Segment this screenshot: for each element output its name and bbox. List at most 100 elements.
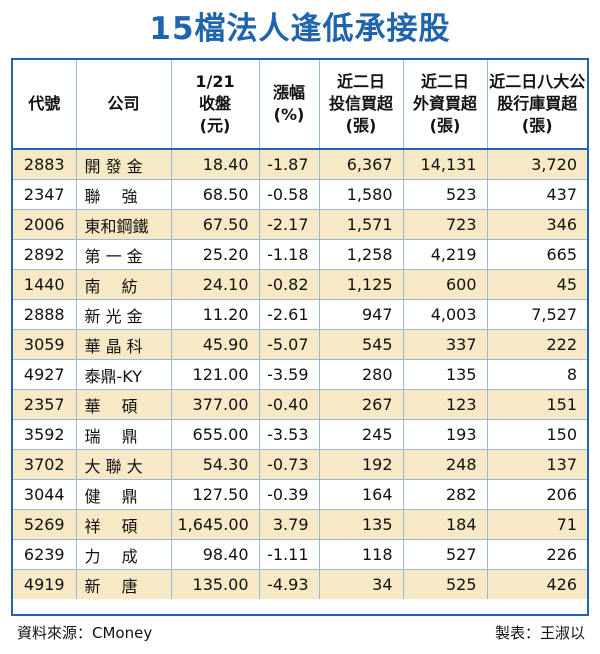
trust-buy: 1,571 [319, 209, 404, 240]
maker-note: 製表：王淑以 [494, 624, 585, 642]
foreign-buy: 525 [403, 569, 488, 599]
change-pct: -0.82 [259, 269, 320, 300]
bank-buy: 426 [487, 569, 587, 599]
footer: 資料來源：CMoney 製表：王淑以 [13, 620, 587, 646]
table-row: 3592 瑞 鼎 655.00 -3.53 245 193 150 [13, 419, 587, 450]
foreign-buy: 523 [403, 179, 488, 210]
bank-buy: 151 [487, 389, 587, 420]
trust-buy: 1,258 [319, 239, 404, 270]
col-header-line: 收盤 [198, 94, 231, 113]
col-header-line: 漲幅 [272, 83, 305, 102]
company-name: 華 碩 [76, 389, 172, 420]
trust-buy: 1,125 [319, 269, 404, 300]
col-header-change: 漲幅 (%) [259, 60, 320, 150]
close-price: 45.90 [171, 329, 260, 360]
col-header-bank-buy: 近二日八大公 股行庫買超 (張) [487, 60, 587, 150]
trust-buy: 280 [319, 359, 404, 390]
change-pct: -1.87 [259, 149, 320, 180]
trust-buy: 6,367 [319, 149, 404, 180]
col-header-line: (張) [521, 116, 553, 135]
trust-buy: 545 [319, 329, 404, 360]
col-header-line: 投信買超 [328, 94, 393, 113]
bank-buy: 226 [487, 539, 587, 570]
foreign-buy: 282 [403, 479, 488, 510]
stock-code: 5269 [13, 509, 77, 540]
col-header-line: 代號 [28, 94, 61, 113]
trust-buy: 34 [319, 569, 404, 599]
change-pct: -1.11 [259, 539, 320, 570]
close-price: 377.00 [171, 389, 260, 420]
company-name: 新 光 金 [76, 299, 172, 330]
stock-code: 3044 [13, 479, 77, 510]
close-price: 54.30 [171, 449, 260, 480]
change-pct: -0.73 [259, 449, 320, 480]
stock-code: 2888 [13, 299, 77, 330]
foreign-buy: 135 [403, 359, 488, 390]
trust-buy: 192 [319, 449, 404, 480]
trust-buy: 164 [319, 479, 404, 510]
foreign-buy: 527 [403, 539, 488, 570]
stock-code: 2357 [13, 389, 77, 420]
close-price: 1,645.00 [171, 509, 260, 540]
table-body: 2883 開 發 金 18.40 -1.87 6,367 14,131 3,720 2347 聯… [13, 149, 587, 599]
table-row: 2888 新 光 金 11.20 -2.61 947 4,003 7,527 [13, 299, 587, 330]
company-name: 東和鋼鐵 [76, 209, 172, 240]
trust-buy: 1,580 [319, 179, 404, 210]
col-header-line: 近二日 [336, 72, 385, 91]
trust-buy: 245 [319, 419, 404, 450]
col-header-line: 近二日 [420, 72, 469, 91]
col-header-line: 1/21 [195, 72, 235, 91]
foreign-buy: 184 [403, 509, 488, 540]
change-pct: 3.79 [259, 509, 320, 540]
col-header-company: 公司 [76, 60, 172, 150]
company-name: 第 一 金 [76, 239, 172, 270]
col-header-line: 公司 [107, 94, 140, 113]
stock-code: 2347 [13, 179, 77, 210]
col-header-code: 代號 [13, 60, 77, 150]
close-price: 67.50 [171, 209, 260, 240]
stock-code: 3059 [13, 329, 77, 360]
bank-buy: 150 [487, 419, 587, 450]
table-row: 3044 健 鼎 127.50 -0.39 164 282 206 [13, 479, 587, 510]
stock-code: 6239 [13, 539, 77, 570]
trust-buy: 135 [319, 509, 404, 540]
bank-buy: 137 [487, 449, 587, 480]
table-row: 2357 華 碩 377.00 -0.40 267 123 151 [13, 389, 587, 420]
col-header-line: (%) [273, 105, 305, 124]
company-name: 南 紡 [76, 269, 172, 300]
col-header-line: 股行庫買超 [497, 94, 578, 113]
bank-buy: 8 [487, 359, 587, 390]
table-frame [11, 58, 589, 616]
trust-buy: 947 [319, 299, 404, 330]
col-header-foreign-buy: 近二日 外資買超 (張) [403, 60, 488, 150]
table-row: 5269 祥 碩 1,645.00 3.79 135 184 71 [13, 509, 587, 540]
stock-code: 2883 [13, 149, 77, 180]
foreign-buy: 4,219 [403, 239, 488, 270]
close-price: 135.00 [171, 569, 260, 599]
table-row: 2892 第 一 金 25.20 -1.18 1,258 4,219 665 [13, 239, 587, 270]
company-name: 開 發 金 [76, 149, 172, 180]
stock-code: 3702 [13, 449, 77, 480]
company-name: 新 唐 [76, 569, 172, 599]
table-row: 1440 南 紡 24.10 -0.82 1,125 600 45 [13, 269, 587, 300]
trust-buy: 267 [319, 389, 404, 420]
change-pct: -0.40 [259, 389, 320, 420]
company-name: 健 鼎 [76, 479, 172, 510]
table-row: 2883 開 發 金 18.40 -1.87 6,367 14,131 3,720 [13, 149, 587, 180]
change-pct: -3.53 [259, 419, 320, 450]
table-row: 2006 東和鋼鐵 67.50 -2.17 1,571 723 346 [13, 209, 587, 240]
bank-buy: 3,720 [487, 149, 587, 180]
table-row: 6239 力 成 98.40 -1.11 118 527 226 [13, 539, 587, 570]
change-pct: -4.93 [259, 569, 320, 599]
close-price: 25.20 [171, 239, 260, 270]
close-price: 127.50 [171, 479, 260, 510]
company-name: 力 成 [76, 539, 172, 570]
col-header-line: (張) [429, 116, 461, 135]
stock-code: 3592 [13, 419, 77, 450]
bank-buy: 206 [487, 479, 587, 510]
col-header-line: (張) [345, 116, 377, 135]
company-name: 泰鼎-KY [76, 359, 172, 390]
stock-code: 2006 [13, 209, 77, 240]
change-pct: -0.58 [259, 179, 320, 210]
close-price: 121.00 [171, 359, 260, 390]
